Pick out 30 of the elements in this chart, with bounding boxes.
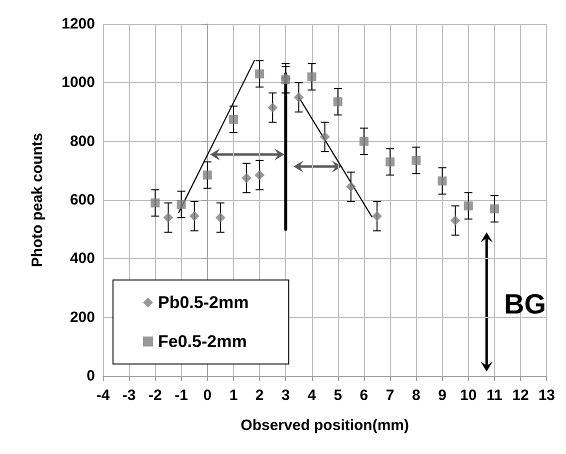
- x-tick-label: 4: [308, 387, 317, 404]
- x-tick-label: 8: [412, 387, 420, 404]
- x-tick-label: 1: [229, 387, 238, 404]
- x-tick-label: -3: [122, 387, 136, 404]
- x-tick-label: 13: [538, 387, 555, 404]
- x-tick-label: 0: [203, 387, 212, 404]
- annotation: BG: [504, 288, 546, 320]
- x-tick-label: 3: [282, 387, 290, 404]
- x-tick-label: 2: [255, 387, 264, 404]
- y-axis-title: Photo peak counts: [29, 132, 46, 268]
- x-tick-label: 12: [512, 387, 529, 404]
- y-tick-label: 0: [86, 368, 95, 384]
- legend-label: Pb0.5-2mm: [158, 293, 249, 312]
- y-tick-label: 200: [70, 308, 95, 326]
- x-tick-label: 5: [334, 387, 342, 404]
- x-axis-title: Observed position(mm): [240, 417, 410, 434]
- x-tick-label: 10: [460, 387, 477, 404]
- x-tick-label: 9: [438, 387, 446, 404]
- x-tick-label: 11: [486, 387, 502, 404]
- x-tick-label: -1: [174, 387, 188, 404]
- y-tick-label: 1000: [62, 74, 95, 92]
- legend-label: Fe0.5-2mm: [158, 332, 247, 351]
- x-tick-label: 7: [386, 387, 394, 404]
- y-tick-label: 1200: [62, 16, 95, 32]
- x-tick-label: -2: [148, 387, 162, 404]
- y-tick-label: 400: [70, 250, 95, 268]
- y-tick-label: 800: [70, 132, 95, 150]
- y-tick-label: 600: [70, 192, 95, 208]
- x-tick-label: 6: [360, 387, 368, 404]
- x-tick-label: -4: [96, 387, 110, 404]
